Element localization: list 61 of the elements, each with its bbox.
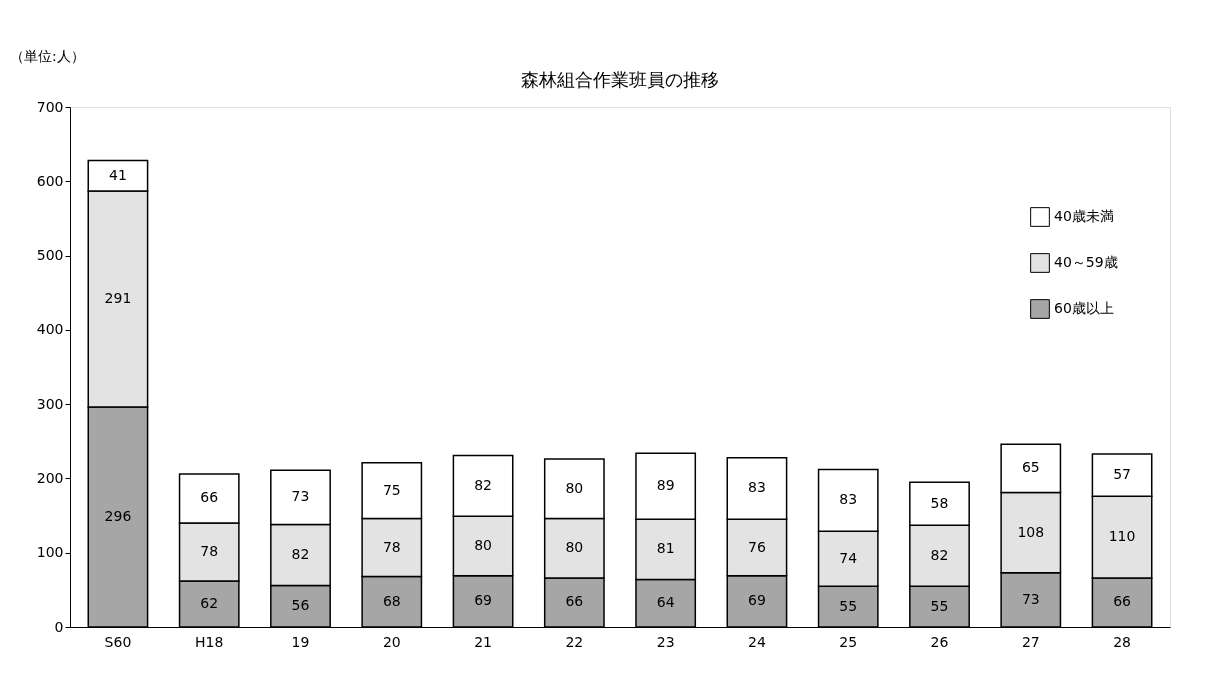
data-label: 89	[656, 477, 675, 494]
data-label: 81	[656, 540, 675, 557]
data-label: 57	[1113, 466, 1131, 483]
x-tick-label: 20	[382, 633, 401, 650]
x-tick-label: 22	[565, 633, 584, 650]
data-label: 75	[382, 481, 401, 498]
x-tick-label: 21	[474, 633, 492, 650]
x-tick-label: 28	[1113, 633, 1131, 650]
data-label: 73	[291, 488, 310, 505]
y-tick-label: 200	[36, 469, 64, 486]
y-tick-label: 400	[36, 321, 64, 338]
data-label: 82	[291, 545, 310, 562]
data-label: 74	[839, 549, 858, 566]
data-label: 73	[1021, 590, 1040, 607]
data-label: 80	[565, 539, 584, 556]
data-label: 62	[200, 594, 219, 611]
x-tick-label: 24	[748, 633, 766, 650]
data-label: 64	[656, 594, 675, 611]
data-label: 80	[565, 479, 584, 496]
data-label: 69	[474, 592, 492, 609]
text: （単位:人）	[10, 48, 85, 64]
data-label: 80	[474, 537, 492, 554]
legend-label: 40～59歳	[1054, 254, 1118, 270]
data-label: 296	[104, 508, 132, 525]
x-tick-label: 27	[1021, 633, 1040, 650]
data-label: 108	[1017, 523, 1045, 540]
data-label: 55	[839, 597, 858, 614]
legend-label: 60歳以上	[1054, 300, 1114, 316]
data-label: 78	[382, 538, 401, 555]
data-label: 110	[1108, 528, 1136, 545]
chart-title: 森林組合作業班員の推移	[521, 69, 719, 90]
y-tick-label: 300	[36, 395, 64, 412]
x-tick-label: S60	[104, 633, 132, 650]
data-label: 58	[930, 494, 949, 511]
data-label: 83	[748, 479, 766, 496]
data-label: 66	[1113, 593, 1132, 610]
x-tick-label: 25	[839, 633, 858, 650]
data-label: 41	[109, 166, 127, 183]
x-tick-label: 26	[930, 633, 949, 650]
y-tick-label: 500	[36, 247, 64, 264]
data-label: 76	[748, 538, 766, 555]
y-tick-label: 100	[36, 544, 64, 561]
data-label: 291	[104, 290, 132, 307]
data-label: 82	[474, 476, 492, 493]
x-tick-label: 23	[656, 633, 675, 650]
x-tick-label: 19	[291, 633, 310, 650]
data-label: 69	[748, 592, 766, 609]
data-label: 82	[930, 546, 949, 563]
data-label: 55	[930, 597, 949, 614]
y-tick-label: 600	[36, 172, 64, 189]
data-label: 66	[565, 593, 584, 610]
y-tick-label: 700	[36, 98, 64, 115]
data-label: 56	[291, 597, 310, 614]
legend-label: 40歳未満	[1054, 208, 1114, 224]
x-tick-label: H18	[195, 633, 224, 650]
data-label: 78	[200, 542, 219, 559]
y-tick-label: 0	[54, 618, 64, 635]
data-label: 65	[1021, 459, 1040, 476]
data-label: 83	[839, 491, 858, 508]
data-label: 68	[382, 592, 401, 609]
data-label: 66	[200, 489, 219, 506]
